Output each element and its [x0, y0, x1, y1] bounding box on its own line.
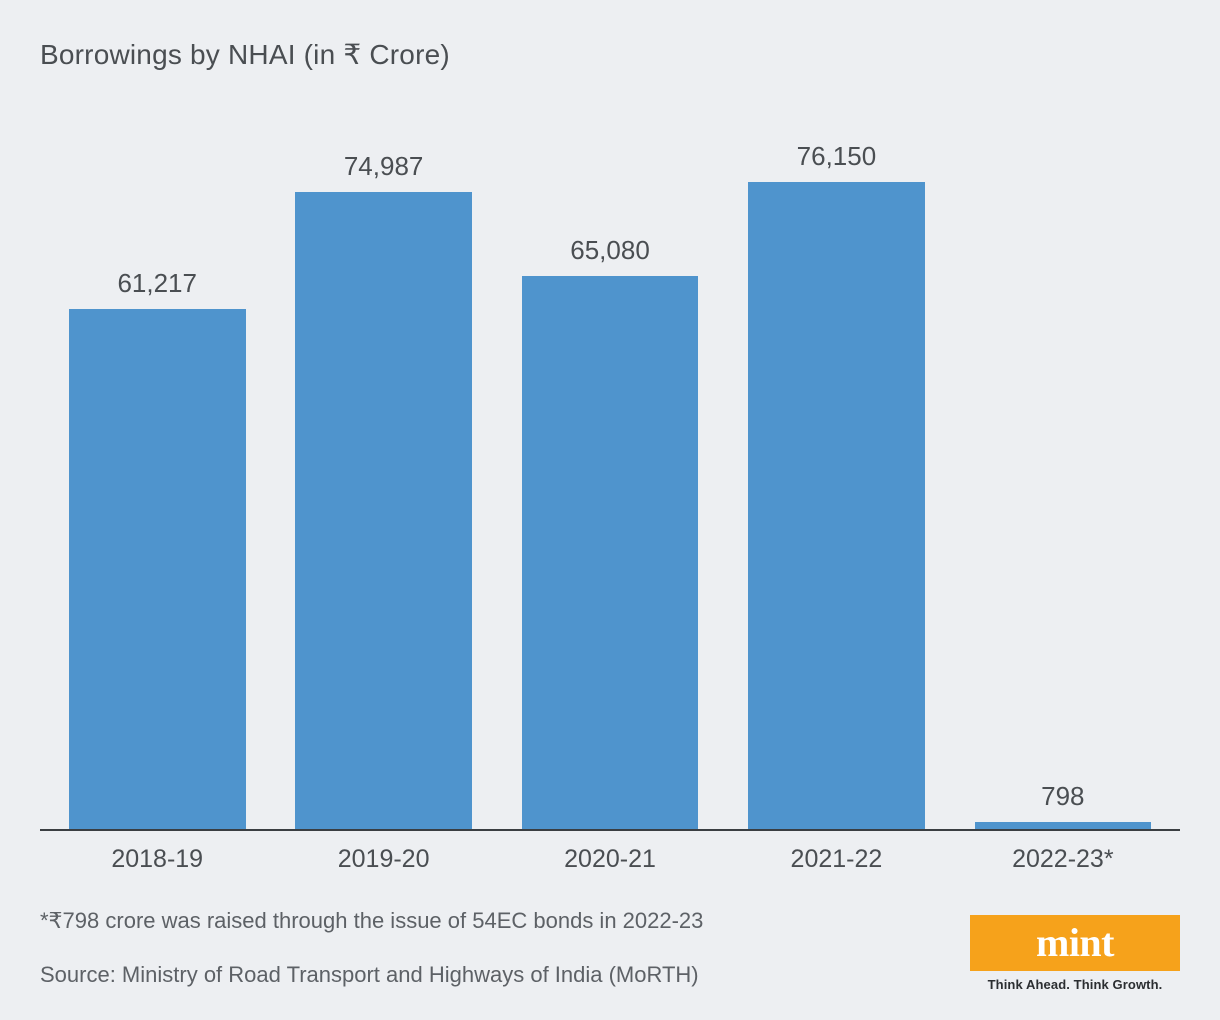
x-label: 2020-21 [497, 845, 723, 874]
bar-value-label: 798 [1041, 781, 1084, 812]
brand-logo: mint [970, 915, 1180, 971]
x-label: 2018-19 [44, 845, 270, 874]
x-label: 2022-23* [950, 845, 1176, 874]
x-axis-line [40, 829, 1180, 831]
bar-group: 74,987 [270, 101, 496, 829]
chart-plot-area: 61,217 74,987 65,080 76,150 798 [40, 101, 1180, 831]
bar [748, 182, 925, 829]
bar-group: 65,080 [497, 101, 723, 829]
brand-tagline: Think Ahead. Think Growth. [988, 977, 1163, 992]
bar-value-label: 65,080 [570, 235, 650, 266]
brand-logo-text: mint [1036, 923, 1114, 963]
bar-group: 798 [950, 101, 1176, 829]
bar-value-label: 74,987 [344, 151, 424, 182]
bar [522, 276, 699, 829]
bar [69, 309, 246, 829]
x-label: 2021-22 [723, 845, 949, 874]
x-axis-labels: 2018-19 2019-20 2020-21 2021-22 2022-23* [40, 831, 1180, 874]
bar-value-label: 61,217 [117, 268, 197, 299]
footer-row: Source: Ministry of Road Transport and H… [40, 915, 1180, 992]
brand-block: mint Think Ahead. Think Growth. [970, 915, 1180, 992]
bar-value-label: 76,150 [797, 141, 877, 172]
bar-group: 61,217 [44, 101, 270, 829]
bar-group: 76,150 [723, 101, 949, 829]
chart-card: Borrowings by NHAI (in ₹ Crore) 61,217 7… [0, 0, 1220, 1020]
chart-title: Borrowings by NHAI (in ₹ Crore) [40, 38, 1180, 71]
x-label: 2019-20 [270, 845, 496, 874]
chart-source: Source: Ministry of Road Transport and H… [40, 962, 699, 992]
bars-row: 61,217 74,987 65,080 76,150 798 [40, 101, 1180, 829]
bar [975, 822, 1152, 829]
bar [295, 192, 472, 829]
